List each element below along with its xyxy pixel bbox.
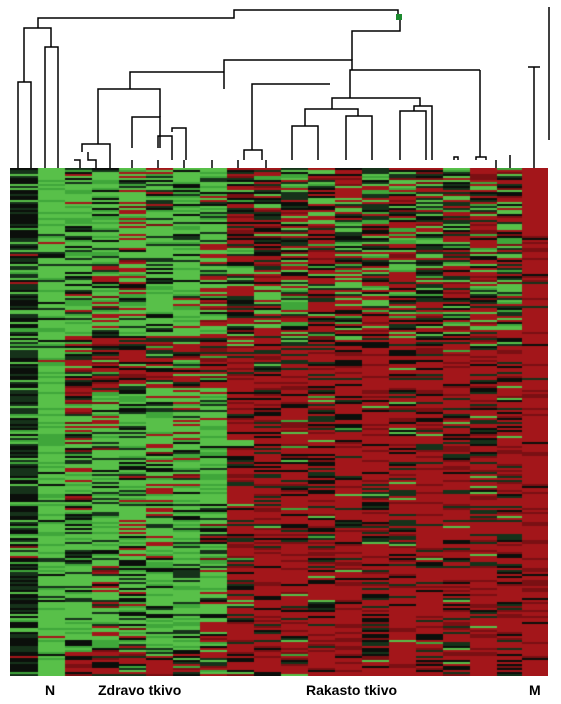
label-m: M [529, 682, 541, 698]
dendrogram [17, 7, 550, 168]
label-cancer-tissue: Rakasto tkivo [306, 682, 398, 698]
label-n: N [45, 682, 56, 698]
label-healthy-tissue: Zdravo tkivo [98, 682, 182, 698]
root-node-marker [396, 14, 402, 20]
expression-heatmap [10, 168, 548, 676]
